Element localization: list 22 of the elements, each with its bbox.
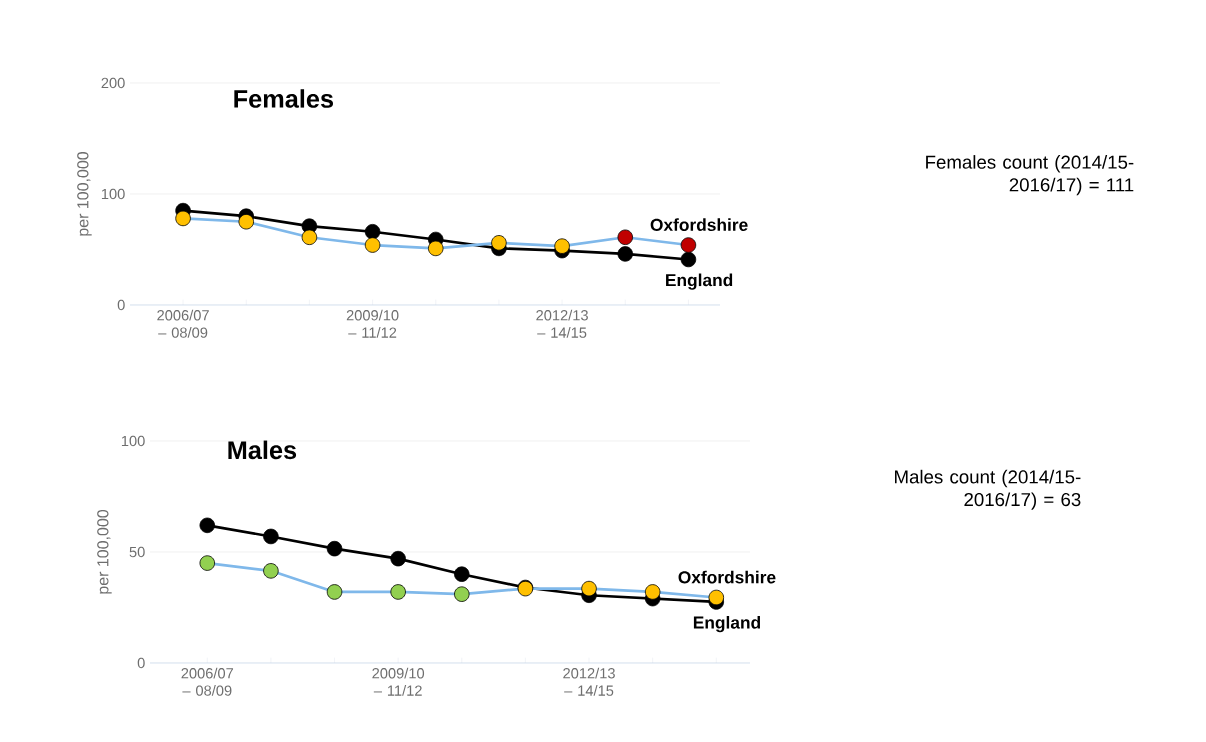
- x-tick-label: 2006/07 – 08/09: [181, 667, 234, 696]
- y-tick-label: 100: [101, 188, 125, 200]
- x-tick-label: 2012/13 – 14/15: [536, 309, 588, 338]
- series-label: Oxfordshire: [678, 570, 776, 584]
- chart-title: Males: [228, 440, 297, 460]
- y-tick-label: 50: [129, 546, 145, 558]
- series-label: England: [666, 273, 733, 290]
- y-tick-label: 0: [137, 657, 145, 669]
- y-axis-title: per 100,000: [97, 509, 112, 594]
- x-tick-label: 2006/07 – 08/09: [157, 309, 209, 338]
- x-tick-label: 2009/10 – 11/12: [372, 667, 425, 696]
- y-tick-label: 100: [121, 435, 145, 447]
- y-axis-title: per 100,000: [77, 151, 92, 236]
- series-label: Oxfordshire: [650, 218, 748, 231]
- text: Males count (2014/15-2016/17) = 63: [895, 469, 1081, 510]
- series-label: England: [693, 615, 761, 633]
- y-tick-label: 200: [101, 77, 125, 89]
- chart-title: Females: [234, 89, 334, 108]
- x-tick-label: 2009/10 – 11/12: [346, 309, 399, 338]
- x-tick-label: 2012/13 – 14/15: [563, 667, 615, 696]
- y-tick-label: 0: [117, 299, 125, 311]
- text: Females count (2014/15-2016/17) = 111: [926, 155, 1134, 196]
